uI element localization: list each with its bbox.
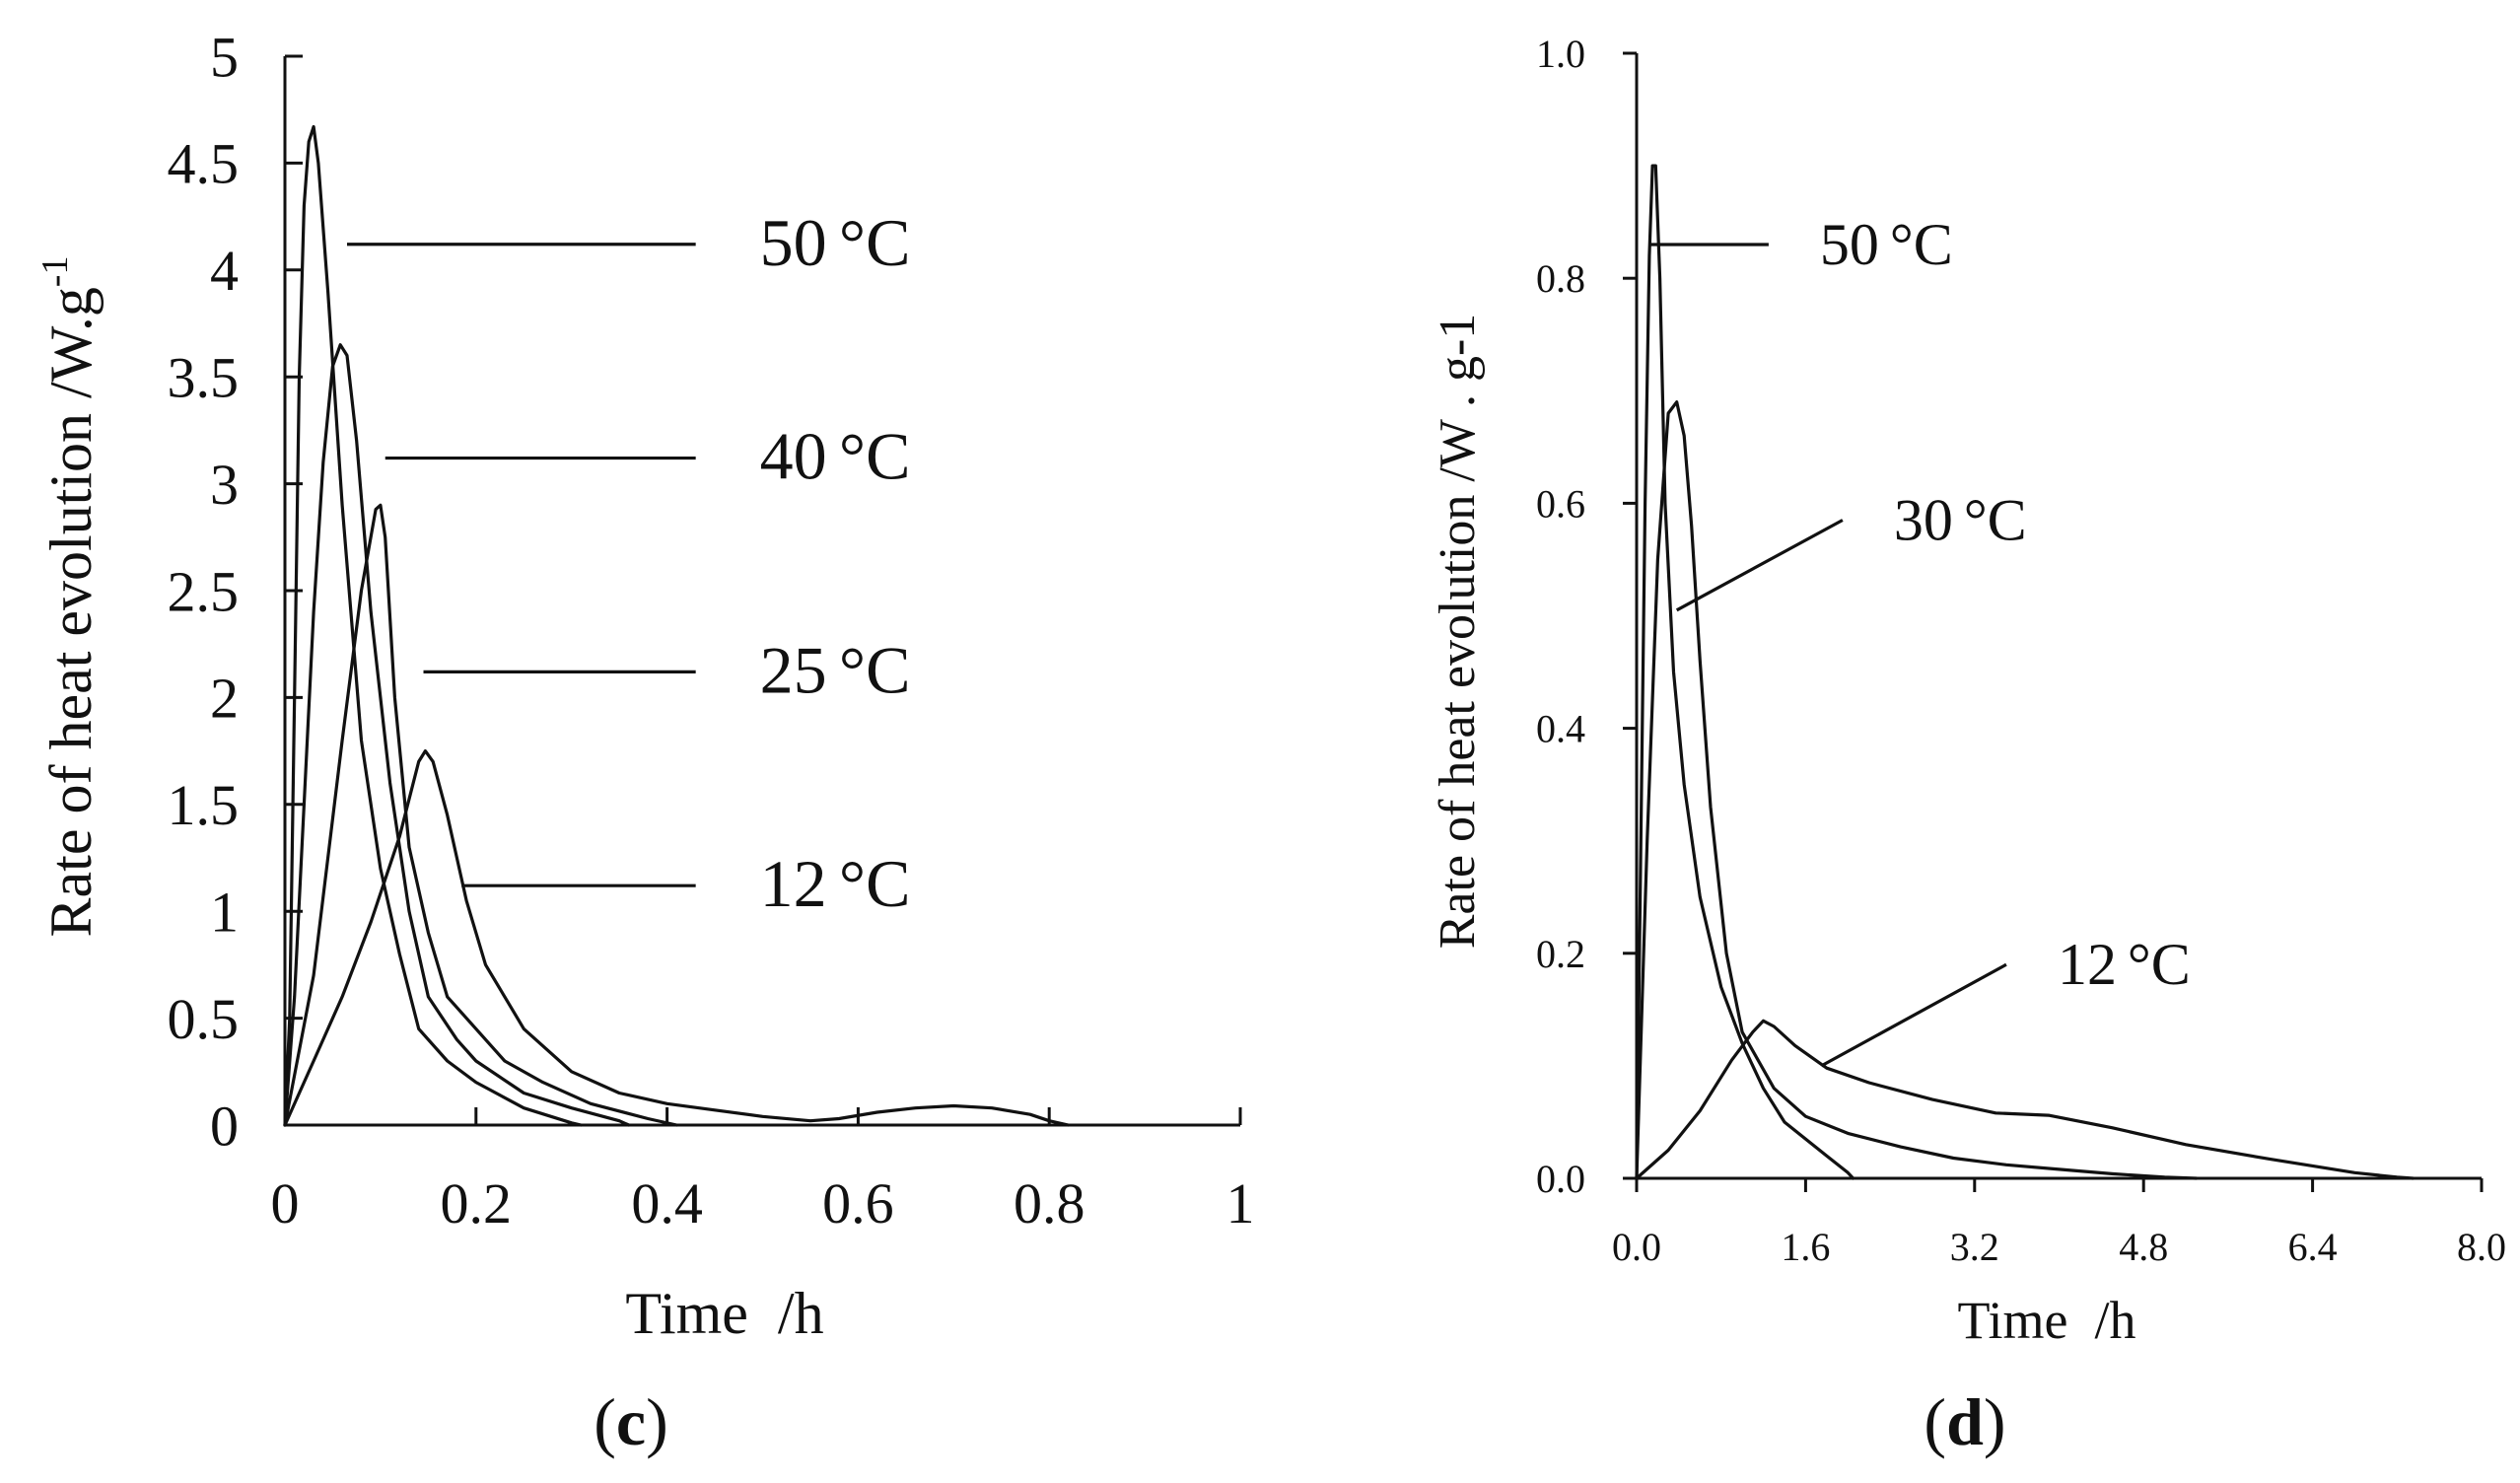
panel-c-y-tick-label: 2 [210, 667, 239, 731]
series-label-unit: °C [1964, 488, 2027, 553]
panel-d-series-30c-leader [1675, 519, 1844, 612]
panel-c-y-tick-label: 1 [210, 881, 239, 945]
panel-c-y-tick-label: 0 [210, 1094, 239, 1158]
panel-c-y-tick-label: 4 [210, 239, 239, 303]
panel-c-series-40c-line [283, 343, 631, 1127]
panel-c-ylabel-exponent: -1 [35, 256, 76, 288]
panel-d-xlabel: Time /h [1957, 1291, 2135, 1350]
panel-d-series-12c-leader [1820, 962, 2007, 1068]
panel-c-series-50c-label: 50 °C [760, 205, 911, 280]
panel-c-y-tick-label: 4.5 [168, 132, 240, 196]
series-label-value: 40 [760, 419, 827, 494]
series-label-unit: °C [839, 419, 911, 494]
panel-c-y-tick-label: 0.5 [168, 987, 240, 1051]
panel-d-y-tick-label: 0.0 [1536, 1157, 1585, 1201]
panel-d-y-tick-label: 0.8 [1536, 256, 1585, 301]
series-label-value: 12 [2058, 932, 2117, 997]
panel-c-label-letter: c [616, 1384, 646, 1459]
panel-d-series-12c-line [1635, 1019, 2415, 1180]
panel-c-series-50c-line [283, 124, 584, 1127]
panel-d-series-30c-label: 30 °C [1894, 488, 2027, 553]
panel-d-ylabel: Rate of heat evolution /W . g-1 [1430, 314, 1486, 950]
panel-c-ylabel: Rate of heat evolution /W.g-1 [35, 256, 104, 938]
panel-c-y-tick-label: 2.5 [168, 559, 240, 623]
panel-c-series-40c-label: 40 °C [760, 419, 911, 494]
panel-d-x-tick-label: 6.4 [2288, 1225, 2338, 1269]
panel-c-x-tick-label: 0.2 [441, 1171, 513, 1236]
panel-c-ylabel-text: Rate of heat evolution /W.g [38, 287, 104, 937]
panel-c-x-tick-label: 0 [271, 1171, 300, 1236]
panel-c-x-tick-label: 0.8 [1014, 1171, 1085, 1236]
series-label-unit: °C [2128, 932, 2191, 997]
panel-c-x-tick-label: 0.6 [822, 1171, 894, 1236]
series-label-value: 25 [760, 632, 827, 707]
series-label-unit: °C [1890, 212, 1953, 277]
panel-c-series-25c-line [283, 503, 678, 1127]
series-label-unit: °C [839, 846, 911, 921]
series-label-unit: °C [839, 205, 911, 280]
panel-d-label-letter: d [1946, 1384, 1984, 1459]
panel-d-y-tick-label: 0.6 [1536, 481, 1585, 526]
panel-c-x-tick-label: 1 [1226, 1171, 1255, 1236]
panel-c-series-12c-label: 12 °C [760, 846, 911, 921]
panel-d-x-tick-label: 3.2 [1950, 1225, 1999, 1269]
panel-d-y-tick-label: 1.0 [1536, 32, 1585, 76]
panel-d-y-tick-label: 0.2 [1536, 932, 1585, 976]
panel-c-label: (c) [594, 1384, 668, 1459]
panel-d-y-tick-label: 0.4 [1536, 707, 1585, 751]
series-label-value: 12 [760, 846, 827, 921]
series-label-value: 50 [760, 205, 827, 280]
panel-d-series-50c-label: 50 °C [1820, 212, 1953, 277]
panel-d-x-tick-label: 0.0 [1612, 1225, 1661, 1269]
panel-c-y-tick-label: 3.5 [168, 346, 240, 410]
panel-d-chart: 0.00.20.40.60.81.00.0 1.6 3.2 4.8 6.4 8.0 50 °… [1430, 32, 2506, 1459]
series-label-unit: °C [839, 632, 911, 707]
panel-c-chart: 00.511.522.533.544.550 0.2 0.4 0.6 0.8 1 50 °C… [35, 25, 1255, 1459]
panel-c-series-25c-label: 25 °C [760, 632, 911, 707]
panel-d-series-30c-line [1635, 400, 2199, 1180]
panel-c-x-tick-label: 0.4 [631, 1171, 703, 1236]
panel-d-x-tick-label: 8.0 [2457, 1225, 2506, 1269]
panel-d-series-50c-line [1635, 164, 1855, 1180]
panel-d-series-12c-label: 12 °C [2058, 932, 2191, 997]
panel-c-y-tick-label: 1.5 [168, 773, 240, 837]
panel-c-xlabel: Time /h [625, 1281, 823, 1346]
panel-d-x-tick-label: 1.6 [1781, 1225, 1830, 1269]
panel-c-y-tick-label: 3 [210, 453, 239, 517]
series-label-value: 30 [1894, 488, 1953, 553]
panel-c-y-tick-label: 5 [210, 25, 239, 89]
series-label-value: 50 [1820, 212, 1879, 277]
panel-d-x-tick-label: 4.8 [2119, 1225, 2168, 1269]
panel-c-series-12c-line [283, 748, 1071, 1127]
panel-d-label: (d) [1924, 1384, 2005, 1459]
